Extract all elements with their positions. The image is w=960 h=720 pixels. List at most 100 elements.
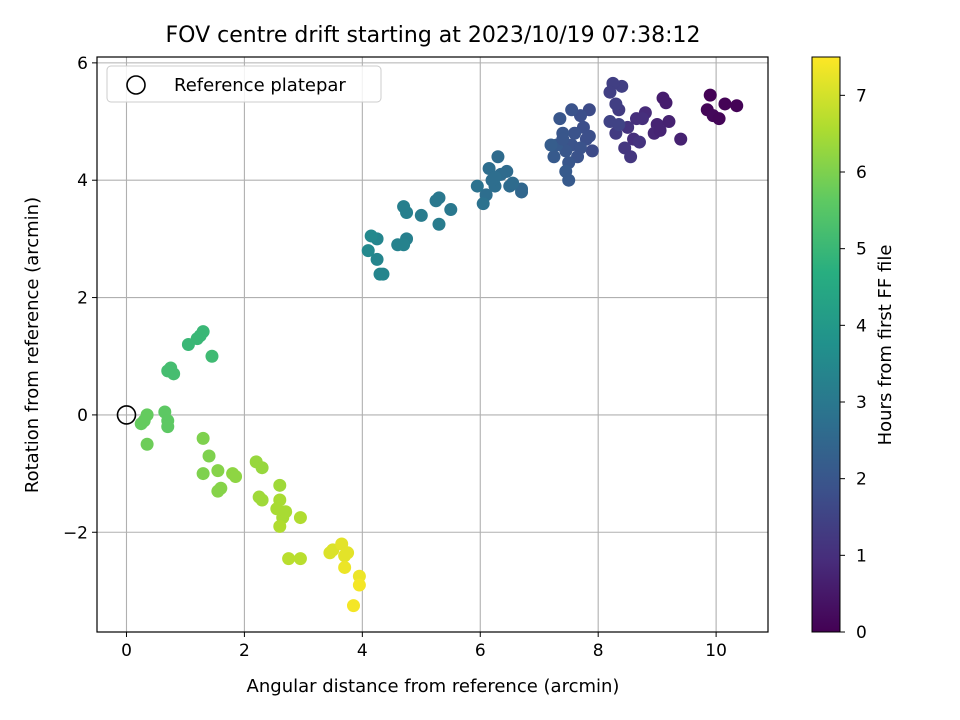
data-points xyxy=(134,76,744,613)
y-tick-label: 2 xyxy=(77,289,88,309)
data-point xyxy=(140,437,154,451)
y-tick-label: 0 xyxy=(77,406,88,426)
data-point xyxy=(582,129,596,143)
data-point xyxy=(568,126,582,140)
data-point xyxy=(341,546,355,560)
x-tick-label: 10 xyxy=(705,641,727,661)
data-point xyxy=(429,194,443,208)
data-point xyxy=(338,560,352,574)
data-point xyxy=(470,179,484,193)
data-point xyxy=(255,493,269,507)
grid-lines xyxy=(97,57,768,632)
data-point xyxy=(211,484,225,498)
colorbar-tick-label: 2 xyxy=(856,470,867,490)
colorbar-tick-label: 0 xyxy=(856,623,867,643)
data-point xyxy=(202,449,216,463)
data-point xyxy=(279,505,293,519)
data-point xyxy=(282,552,296,566)
data-point xyxy=(196,467,210,481)
data-point xyxy=(161,420,175,434)
data-point xyxy=(444,203,458,217)
x-tick-label: 2 xyxy=(239,641,250,661)
y-tick-label: 6 xyxy=(77,54,88,74)
data-point xyxy=(573,141,587,155)
data-point xyxy=(662,115,676,129)
y-axis-ticks: −2 0 2 4 6 xyxy=(63,54,97,543)
data-point xyxy=(491,150,505,164)
data-point xyxy=(553,112,567,126)
x-tick-label: 8 xyxy=(593,641,604,661)
data-point xyxy=(603,85,617,99)
data-point xyxy=(273,519,287,533)
data-point xyxy=(547,150,561,164)
data-point xyxy=(674,132,688,146)
colorbar-tick-label: 5 xyxy=(856,240,867,260)
data-point xyxy=(506,176,520,190)
data-point xyxy=(181,338,195,351)
legend-marker-icon xyxy=(126,75,146,95)
colorbar-tick-label: 6 xyxy=(856,163,867,183)
x-axis-label: Angular distance from reference (arcmin) xyxy=(247,676,620,697)
data-point xyxy=(196,431,210,445)
data-point xyxy=(255,461,269,475)
data-point xyxy=(361,244,375,258)
data-point xyxy=(211,464,225,478)
x-tick-label: 6 xyxy=(475,641,486,661)
data-point xyxy=(703,88,717,102)
data-point xyxy=(370,252,384,266)
data-point xyxy=(635,112,649,126)
legend-entry-reference-platepar: Reference platepar xyxy=(174,75,346,96)
plot-frame xyxy=(96,56,769,633)
data-point xyxy=(352,578,366,592)
data-point xyxy=(609,97,623,111)
data-point xyxy=(659,96,673,110)
colorbar-ticks: 0 1 2 3 4 5 6 7 xyxy=(840,86,867,643)
data-point xyxy=(293,552,307,566)
data-point xyxy=(397,200,411,214)
x-axis-ticks: 0 2 4 6 8 10 xyxy=(121,632,727,661)
data-point xyxy=(273,478,287,492)
data-point xyxy=(364,229,378,243)
data-point xyxy=(585,144,599,158)
data-point xyxy=(556,132,570,146)
data-point xyxy=(562,173,576,187)
data-point xyxy=(565,103,579,117)
colorbar-tick-label: 1 xyxy=(856,546,867,566)
data-point xyxy=(414,208,428,222)
data-point xyxy=(488,170,502,184)
x-tick-label: 4 xyxy=(357,641,368,661)
data-point xyxy=(432,217,446,231)
chart-title: FOV centre drift starting at 2023/10/19 … xyxy=(166,23,701,48)
reference-platepar-marker xyxy=(116,405,137,425)
data-point xyxy=(718,97,732,111)
data-point xyxy=(632,135,646,149)
colorbar-label: Hours from first FF file xyxy=(875,245,896,446)
data-point xyxy=(653,123,667,137)
data-point xyxy=(205,349,219,363)
data-point xyxy=(612,117,626,131)
x-tick-label: 0 xyxy=(121,641,132,661)
data-point xyxy=(712,112,726,126)
data-point xyxy=(346,599,360,613)
colorbar-gradient xyxy=(811,56,841,633)
y-axis-label: Rotation from reference (arcmin) xyxy=(22,197,43,493)
colorbar-tick-label: 7 xyxy=(856,86,867,106)
data-point xyxy=(134,417,148,431)
data-point xyxy=(476,197,490,211)
data-point xyxy=(161,364,175,378)
legend-box xyxy=(106,65,382,103)
data-point xyxy=(624,150,638,164)
data-point xyxy=(544,138,558,152)
data-point xyxy=(730,99,744,113)
legend: Reference platepar xyxy=(106,65,382,103)
y-tick-label: −2 xyxy=(63,523,88,543)
colorbar-tick-label: 3 xyxy=(856,393,867,413)
data-point xyxy=(391,238,405,252)
data-point xyxy=(515,185,529,199)
y-tick-label: 4 xyxy=(77,171,88,191)
data-point xyxy=(293,511,307,525)
data-point xyxy=(373,267,387,281)
colorbar-tick-label: 4 xyxy=(856,316,867,336)
data-point xyxy=(229,470,243,484)
